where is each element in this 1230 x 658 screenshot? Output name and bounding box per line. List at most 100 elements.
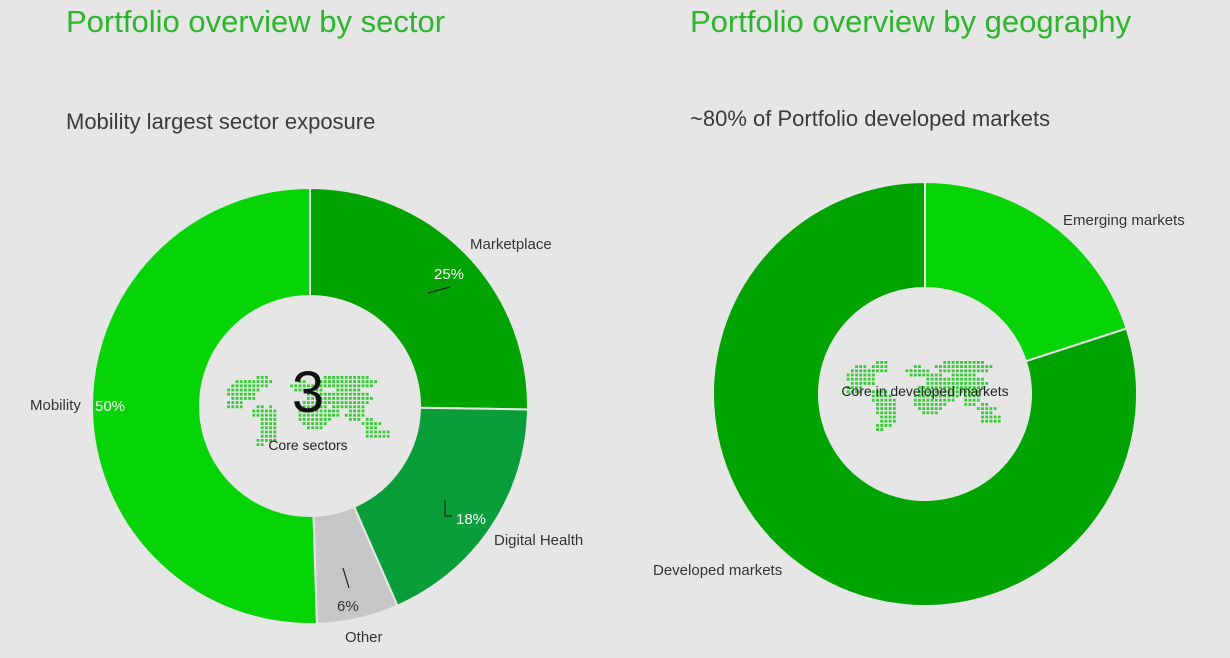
map-dot xyxy=(976,365,980,368)
map-dot xyxy=(955,377,959,381)
map-dot xyxy=(336,413,340,417)
map-dot xyxy=(378,422,382,425)
map-dot xyxy=(976,394,980,398)
map-dot xyxy=(880,369,884,373)
map-dot xyxy=(298,388,302,392)
leader-line xyxy=(342,567,350,589)
map-dot xyxy=(943,403,947,406)
map-dot xyxy=(344,388,348,392)
map-dot xyxy=(311,397,314,400)
map-dot xyxy=(960,365,963,368)
map-dot xyxy=(273,418,277,421)
map-dot xyxy=(934,407,938,410)
map-dot xyxy=(260,409,264,413)
map-dot xyxy=(315,409,319,413)
sector-donut xyxy=(91,186,529,625)
map-dot xyxy=(323,392,327,396)
map-dot xyxy=(951,373,955,377)
map-dot xyxy=(273,434,277,438)
map-dot xyxy=(244,397,247,400)
map-dot xyxy=(290,384,293,388)
map-dot xyxy=(256,439,260,442)
map-dot xyxy=(231,392,235,396)
map-dot xyxy=(888,398,892,402)
map-dot xyxy=(357,376,361,379)
map-dot xyxy=(336,380,340,383)
map-dot xyxy=(269,430,272,434)
map-dot xyxy=(918,403,921,406)
map-dot xyxy=(227,392,230,396)
map-dot xyxy=(972,373,976,377)
map-dot xyxy=(361,409,365,413)
map-dot xyxy=(311,418,314,421)
geography-chart-subtitle: ~80% of Portfolio developed markets xyxy=(690,106,1051,131)
map-dot xyxy=(370,384,373,388)
map-dot xyxy=(939,394,942,398)
map-dot xyxy=(922,394,926,398)
map-dot xyxy=(370,422,373,425)
map-dot xyxy=(876,394,879,398)
map-dot xyxy=(867,369,871,373)
map-dot xyxy=(884,365,888,368)
map-dot xyxy=(934,382,938,385)
map-dot xyxy=(328,413,331,417)
map-dot xyxy=(939,403,942,406)
map-dot xyxy=(269,434,272,438)
map-dot xyxy=(378,434,382,438)
map-dot xyxy=(311,426,314,430)
map-dot xyxy=(880,403,884,406)
map-dot xyxy=(248,380,251,383)
map-dot xyxy=(328,418,331,421)
map-dot xyxy=(922,411,926,415)
map-dot xyxy=(939,373,942,377)
map-dot xyxy=(968,390,972,394)
map-dot xyxy=(302,413,306,417)
map-dot xyxy=(964,373,968,377)
map-dot xyxy=(273,439,277,442)
map-dot xyxy=(888,403,892,406)
map-dot xyxy=(311,384,314,388)
map-dot xyxy=(365,397,369,400)
slice-label-emerging-markets: Emerging markets xyxy=(1063,212,1185,229)
map-dot xyxy=(323,409,327,413)
map-dot xyxy=(307,401,310,404)
map-dot xyxy=(859,386,863,389)
map-dot xyxy=(349,380,352,383)
map-dot xyxy=(269,418,272,421)
map-dot xyxy=(972,369,976,373)
map-dot xyxy=(328,384,331,388)
map-dot xyxy=(298,384,302,388)
map-dot xyxy=(235,388,239,392)
map-dot xyxy=(260,405,264,409)
map-dot xyxy=(349,384,352,388)
map-dot xyxy=(370,397,373,400)
map-dot xyxy=(353,397,356,400)
map-dot xyxy=(926,386,930,389)
map-dot xyxy=(960,377,963,381)
map-dot xyxy=(340,401,344,404)
leader-line xyxy=(444,500,452,517)
map-dot xyxy=(892,407,896,410)
map-dot xyxy=(968,394,972,398)
map-dot xyxy=(951,369,955,373)
map-dot xyxy=(361,392,365,396)
map-dot xyxy=(323,405,327,409)
map-dot xyxy=(256,443,260,446)
map-dot xyxy=(981,382,984,385)
map-dot xyxy=(930,373,934,377)
map-dot xyxy=(943,369,947,373)
map-dot xyxy=(319,405,323,409)
map-dot xyxy=(930,407,934,410)
map-dot xyxy=(336,392,340,396)
map-dot xyxy=(955,361,959,364)
map-dot xyxy=(871,365,875,368)
map-dot xyxy=(353,384,356,388)
map-dot xyxy=(248,388,251,392)
map-dot xyxy=(311,413,314,417)
map-dot xyxy=(955,373,959,377)
map-dot xyxy=(918,386,921,389)
slice-label-mobility: Mobility xyxy=(30,397,81,414)
map-dot xyxy=(340,384,344,388)
map-dot xyxy=(972,361,976,364)
map-dot xyxy=(344,405,348,409)
